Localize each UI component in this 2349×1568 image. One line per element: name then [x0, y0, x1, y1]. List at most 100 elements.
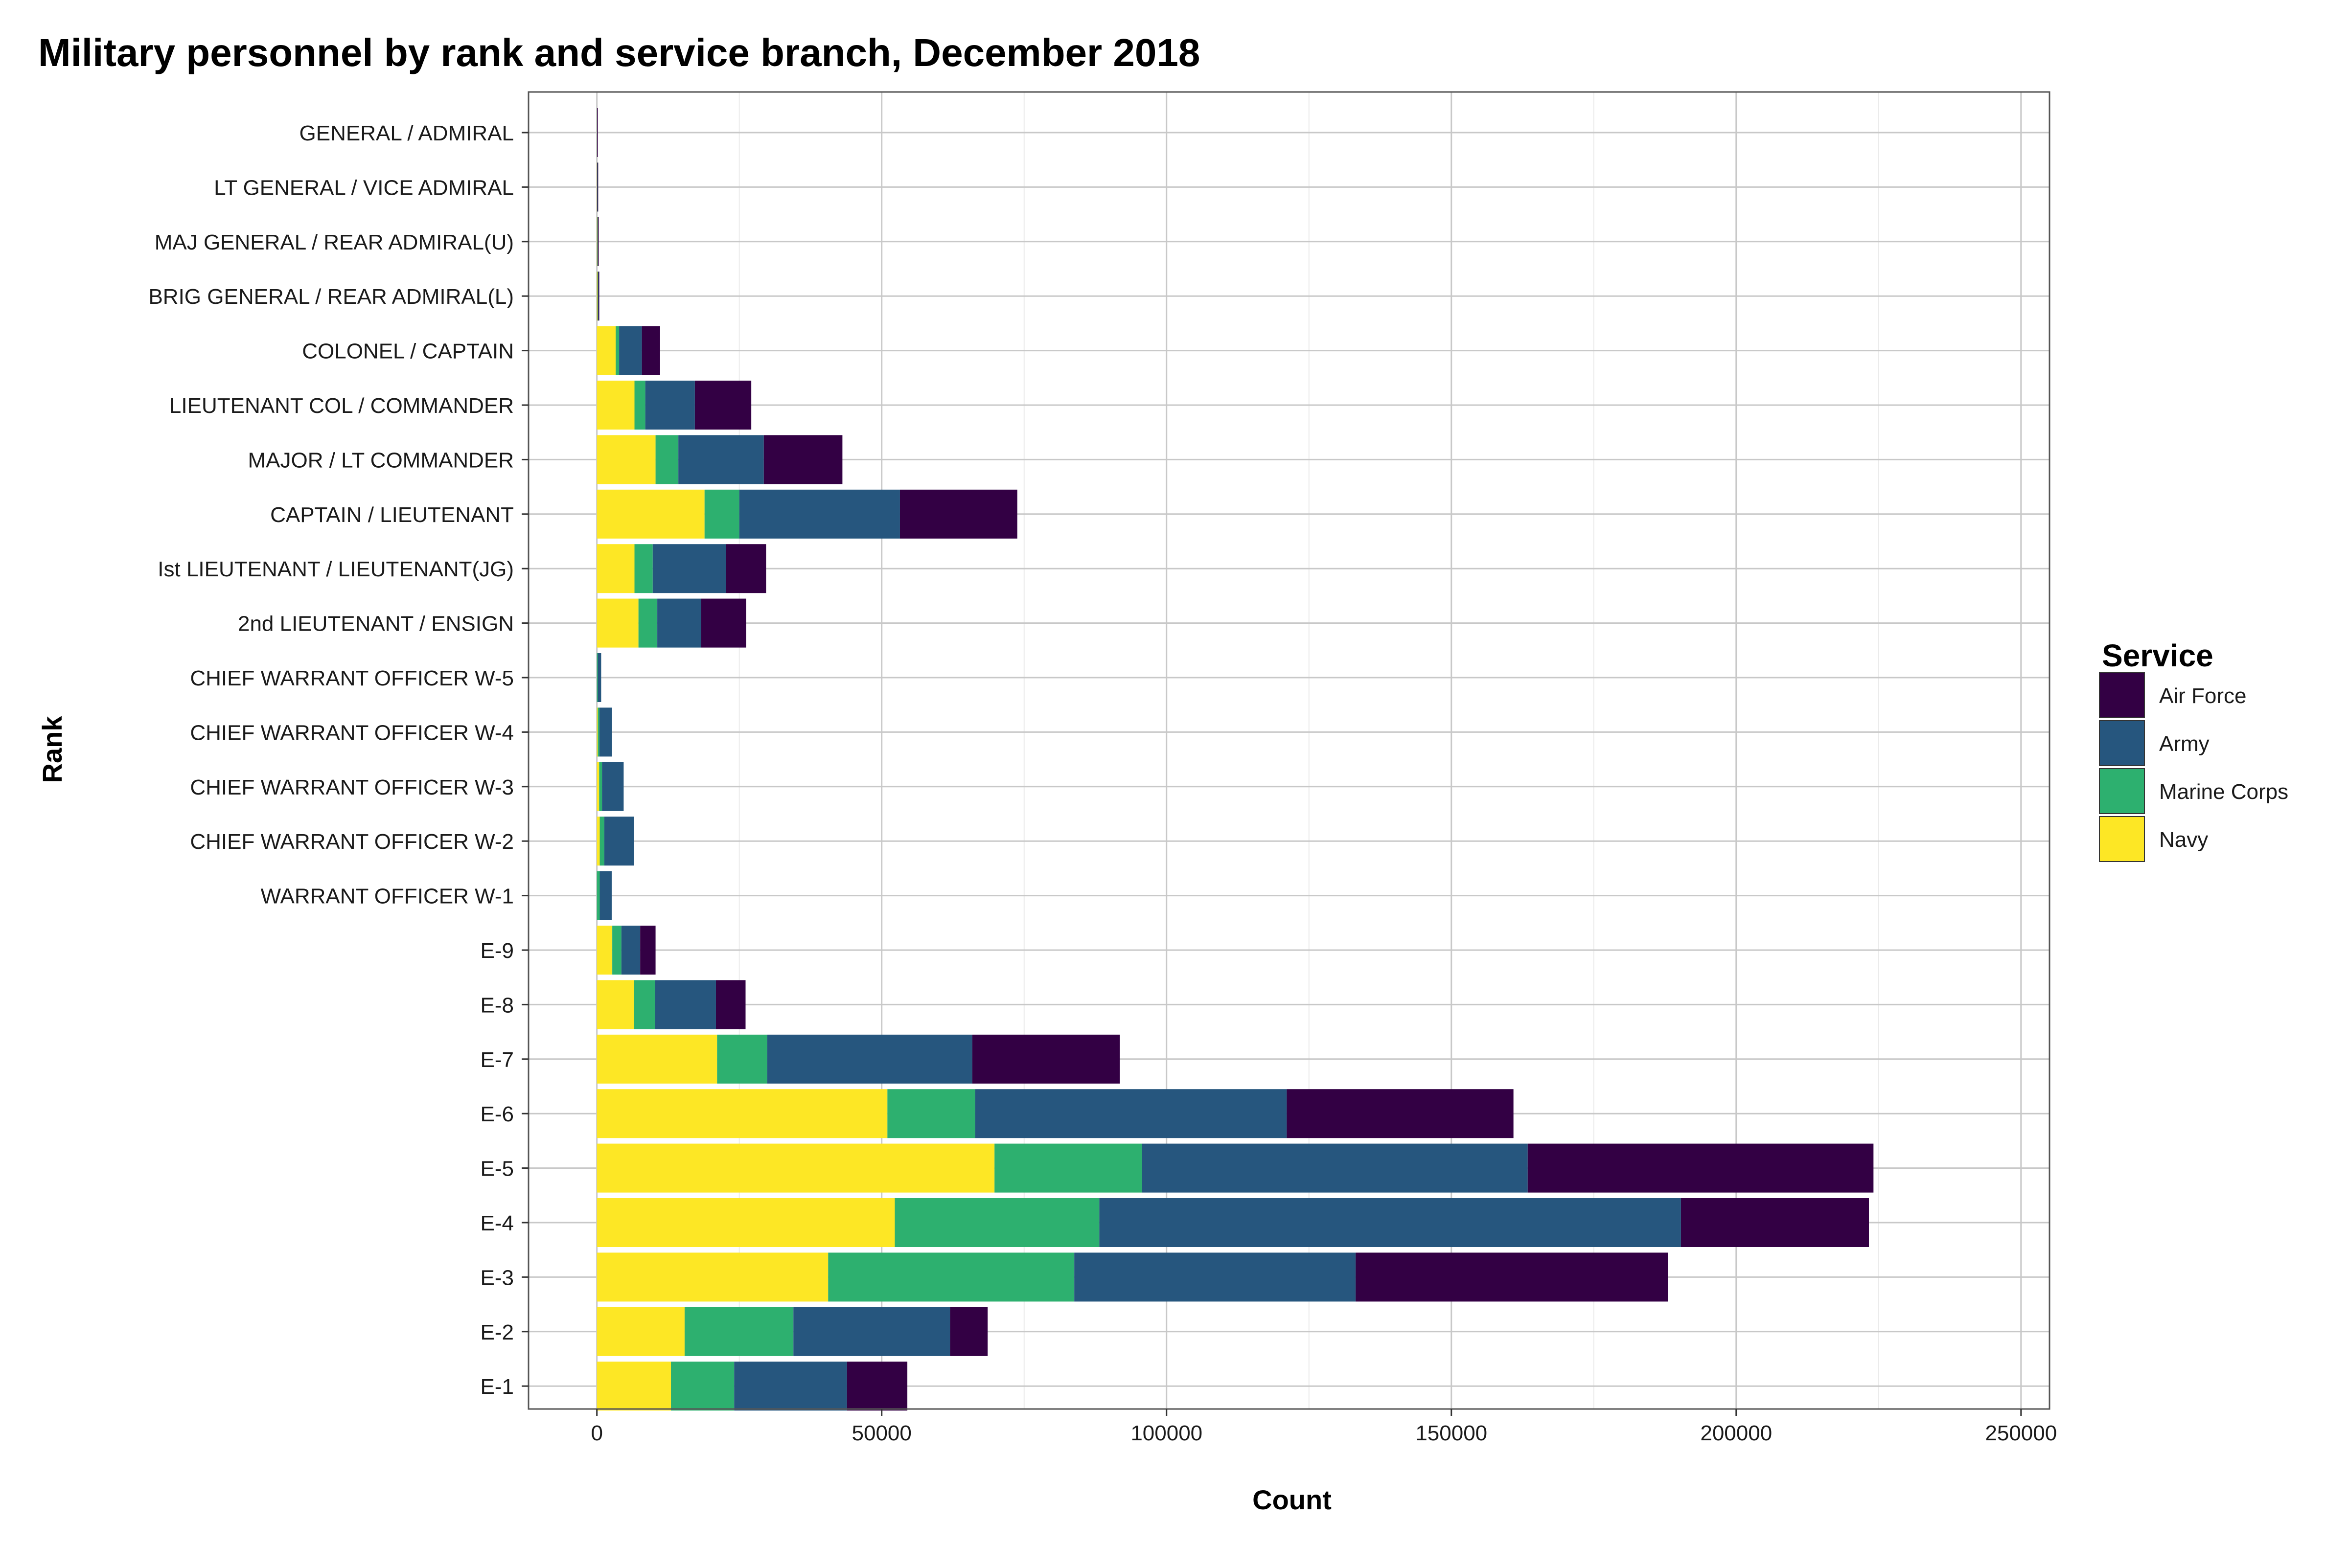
bar-segment [895, 1198, 1100, 1247]
bar-segment [828, 1252, 1075, 1302]
x-tick-label: 0 [591, 1421, 602, 1445]
x-axis-title: Count [1252, 1484, 1332, 1515]
bar-segment [671, 1362, 735, 1411]
bar-segment [767, 1034, 972, 1084]
bar-segment [598, 217, 599, 266]
bar-segment [597, 489, 705, 539]
plot-panel [528, 91, 2050, 1411]
y-tick-label: E-8 [481, 993, 514, 1017]
bar-segment [597, 544, 635, 593]
bar-segment [599, 707, 612, 757]
legend-label: Marine Corps [2159, 780, 2288, 804]
bar-segment [602, 762, 624, 811]
bar-segment [715, 980, 746, 1029]
bar-segment [597, 980, 634, 1029]
x-axis: 0 50000 100000 150000 200000 250000 [591, 1409, 2057, 1445]
y-tick-label: E-9 [481, 939, 514, 963]
y-tick-label: CHIEF WARRANT OFFICER W-3 [190, 775, 514, 799]
y-tick-label: E-3 [481, 1266, 514, 1290]
bar-segment [655, 435, 679, 484]
bar-segment [1142, 1143, 1528, 1193]
legend-label: Air Force [2159, 684, 2246, 708]
y-tick-label: CHIEF WARRANT OFFICER W-4 [190, 721, 514, 745]
bar-segment [597, 272, 598, 321]
series-army [597, 108, 1681, 1411]
x-tick-label: 100000 [1130, 1421, 1202, 1445]
bar-segment [694, 381, 752, 430]
bar-segment [612, 926, 622, 975]
bar-segment [887, 1089, 975, 1138]
bar-segment [645, 381, 695, 430]
y-tick-label: 2nd LIEUTENANT / ENSIGN [238, 612, 514, 636]
bar-segment [793, 1307, 950, 1356]
legend-key-navy [2099, 816, 2145, 862]
bar-segment [678, 435, 764, 484]
bar-segment [684, 1307, 794, 1356]
y-tick-label: E-1 [481, 1375, 514, 1399]
bar-segment [1287, 1089, 1514, 1138]
bar-segment [597, 162, 599, 212]
bar-segment [597, 762, 599, 811]
bar-segment [597, 1198, 895, 1247]
bar-segment [599, 762, 602, 811]
bar-segment [655, 980, 716, 1029]
series-navy [597, 108, 995, 1411]
bar-segment [701, 598, 746, 648]
bar-segment [604, 817, 634, 866]
bar-segment [1074, 1252, 1356, 1302]
bar-segment [599, 871, 612, 920]
bar-segment [1356, 1252, 1668, 1302]
bar-segment [704, 489, 739, 539]
bar-segment [598, 272, 599, 321]
bar-segment [642, 326, 660, 375]
bar-segment [739, 489, 900, 539]
bar-segment [763, 435, 843, 484]
x-tick-label: 250000 [1985, 1421, 2057, 1445]
bar-segment [1527, 1143, 1874, 1193]
bar-segment [597, 926, 613, 975]
bar-segment [634, 544, 653, 593]
bar-segment [652, 544, 726, 593]
y-tick-label: E-5 [481, 1157, 514, 1181]
bar-segment [634, 980, 655, 1029]
bar-segment [717, 1034, 767, 1084]
bar-segment [597, 435, 656, 484]
bar-segment [638, 598, 658, 648]
bar-segment [597, 598, 639, 648]
bar-segment [899, 489, 1017, 539]
bar-segment [597, 1307, 685, 1356]
bar-segment [597, 817, 600, 866]
bar-segment [616, 326, 620, 375]
bar-segment [597, 1089, 888, 1138]
y-tick-label: E-4 [481, 1211, 514, 1235]
bar-segment [994, 1143, 1142, 1193]
x-tick-label: 150000 [1415, 1421, 1487, 1445]
x-tick-label: 50000 [852, 1421, 912, 1445]
y-tick-label: WARRANT OFFICER W-1 [261, 885, 514, 909]
y-tick-label: BRIG GENERAL / REAR ADMIRAL(L) [148, 285, 514, 309]
plot-border [528, 91, 2050, 1410]
bar-segment [597, 381, 635, 430]
legend-key-marine-corps [2099, 768, 2145, 814]
legend-label: Army [2159, 732, 2210, 756]
y-tick-label: CHIEF WARRANT OFFICER W-2 [190, 830, 514, 854]
bar-segment [597, 108, 598, 157]
bar-segment [598, 653, 601, 702]
bar-segment [734, 1362, 847, 1411]
bar-segment [657, 598, 701, 648]
legend: Service Air Force Army Marine Corps Navy [2099, 638, 2288, 862]
y-tick-label: E-2 [481, 1320, 514, 1344]
bar-segment [597, 653, 598, 702]
y-tick-label: LIEUTENANT COL / COMMANDER [169, 394, 514, 418]
bar-segment [972, 1034, 1120, 1084]
bar-segment [598, 707, 599, 757]
y-tick-label: MAJ GENERAL / REAR ADMIRAL(U) [155, 230, 514, 254]
y-tick-label: E-6 [481, 1102, 514, 1126]
x-tick-label: 200000 [1700, 1421, 1772, 1445]
legend-key-army [2099, 720, 2145, 766]
y-tick-label: MAJOR / LT COMMANDER [248, 448, 514, 472]
bar-segment [1099, 1198, 1681, 1247]
y-tick-label: CHIEF WARRANT OFFICER W-5 [190, 666, 514, 690]
